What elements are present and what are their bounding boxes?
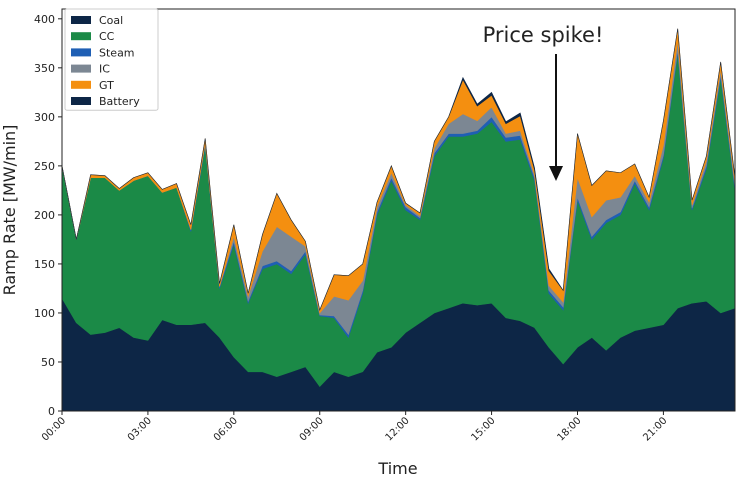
x-axis-label: Time (377, 459, 417, 478)
y-tick-label: 250 (34, 160, 55, 173)
x-tick-label: 09:00 (298, 415, 326, 443)
y-tick-label: 400 (34, 13, 55, 26)
y-tick-label: 0 (48, 405, 55, 418)
y-tick-label: 200 (34, 209, 55, 222)
annotation-arrow (549, 54, 563, 181)
legend-swatch (71, 80, 91, 89)
x-tick-label: 03:00 (126, 415, 154, 443)
legend-label: CC (99, 30, 115, 43)
y-tick-label: 100 (34, 307, 55, 320)
legend-label: Steam (99, 46, 135, 59)
y-tick-label: 50 (41, 356, 55, 369)
legend-swatch (71, 48, 91, 57)
legend: Coal CC Steam IC GT Battery (64, 8, 159, 111)
legend-label: GT (99, 79, 114, 92)
plot-frame (61, 8, 736, 412)
y-axis-label: Ramp Rate [MW/min] (0, 125, 19, 296)
x-tick-label: 12:00 (384, 415, 412, 443)
y-tick-label: 300 (34, 111, 55, 124)
legend-swatch (71, 64, 91, 73)
annotation: Price spike! (483, 23, 604, 47)
legend-swatch (71, 32, 91, 41)
legend-swatch (71, 16, 91, 24)
legend-label: Coal (99, 14, 123, 27)
y-tick-label: 350 (34, 62, 55, 75)
legend-label: IC (99, 63, 110, 76)
legend-label: Battery (99, 95, 140, 108)
y-tick-label: 150 (34, 258, 55, 271)
x-tick-label: 21:00 (641, 415, 669, 443)
legend-swatch (71, 97, 91, 105)
x-tick-label: 15:00 (470, 415, 498, 443)
x-tick-label: 18:00 (555, 415, 583, 443)
x-tick-label: 00:00 (40, 415, 68, 443)
x-tick-label: 06:00 (212, 415, 240, 443)
